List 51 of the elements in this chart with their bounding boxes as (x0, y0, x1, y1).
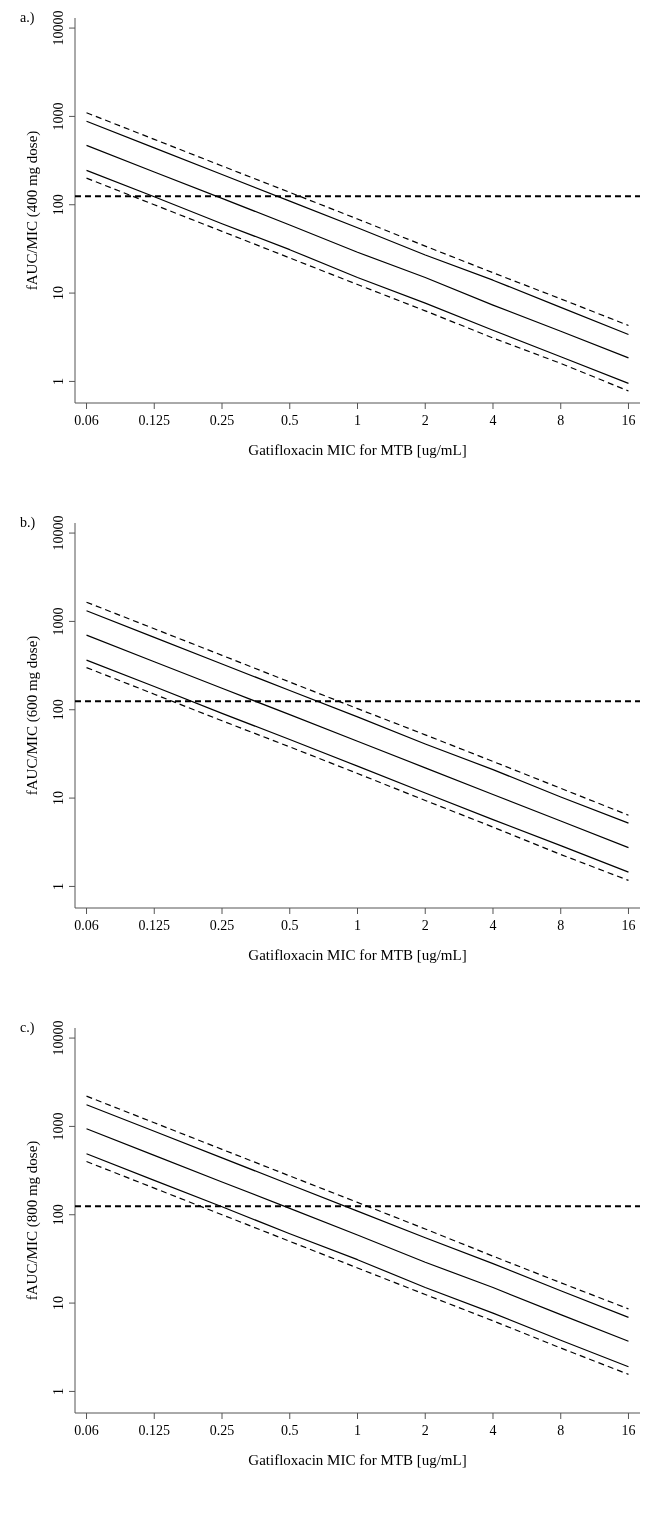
x-tick-label: 8 (557, 1423, 565, 1438)
x-tick-label: 4 (489, 413, 497, 428)
y-tick-label: 100 (51, 1204, 66, 1226)
x-tick-label: 8 (557, 918, 565, 933)
y-tick-label: 1 (51, 1387, 66, 1395)
y-tick-label: 1000 (51, 102, 66, 131)
y-tick-label: 1000 (51, 1112, 66, 1141)
x-tick-label: 2 (421, 1423, 429, 1438)
chart-title: b.) (20, 515, 36, 531)
y-tick-label: 10000 (51, 515, 66, 551)
x-tick-label: 4 (489, 1423, 497, 1438)
x-tick-label: 8 (557, 413, 565, 428)
x-tick-label: 1 (354, 413, 361, 428)
x-tick-label: 16 (621, 918, 636, 933)
x-tick-label: 0.06 (74, 413, 99, 428)
y-tick-label: 1 (51, 377, 66, 385)
x-tick-label: 0.06 (74, 1423, 99, 1438)
y-axis-title: fAUC/MIC (800 mg dose) (24, 1140, 41, 1301)
y-tick-label: 10000 (51, 10, 66, 46)
y-tick-label: 1000 (51, 607, 66, 636)
x-tick-label: 0.125 (138, 918, 171, 933)
x-tick-label: 0.5 (281, 413, 299, 428)
y-tick-label: 10 (51, 791, 66, 806)
chart-title: a.) (20, 10, 35, 26)
x-tick-label: 4 (489, 918, 497, 933)
y-axis-title: fAUC/MIC (400 mg dose) (24, 130, 41, 291)
x-tick-label: 16 (621, 413, 636, 428)
x-tick-label: 0.5 (281, 1423, 299, 1438)
y-tick-label: 100 (51, 699, 66, 721)
x-tick-label: 2 (421, 918, 429, 933)
y-tick-label: 10 (51, 1296, 66, 1311)
y-tick-label: 100 (51, 194, 66, 216)
chart-title: c.) (20, 1020, 35, 1036)
x-tick-label: 0.06 (74, 918, 99, 933)
x-tick-label: 0.25 (209, 1423, 235, 1438)
y-tick-label: 10000 (51, 1020, 66, 1056)
x-tick-label: 0.5 (281, 918, 299, 933)
x-tick-label: 1 (354, 1423, 361, 1438)
x-axis-title: Gatifloxacin MIC for MTB [ug/mL] (248, 947, 467, 963)
x-tick-label: 0.125 (138, 413, 171, 428)
y-tick-label: 10 (51, 286, 66, 301)
x-axis-title: Gatifloxacin MIC for MTB [ug/mL] (248, 442, 467, 458)
x-tick-label: 0.125 (138, 1423, 171, 1438)
x-axis-title: Gatifloxacin MIC for MTB [ug/mL] (248, 1452, 467, 1468)
x-tick-label: 0.25 (209, 918, 235, 933)
x-tick-label: 1 (354, 918, 361, 933)
x-tick-label: 2 (421, 413, 429, 428)
x-tick-label: 0.25 (209, 413, 235, 428)
x-tick-label: 16 (621, 1423, 636, 1438)
y-tick-label: 1 (51, 882, 66, 890)
y-axis-title: fAUC/MIC (600 mg dose) (24, 635, 41, 796)
